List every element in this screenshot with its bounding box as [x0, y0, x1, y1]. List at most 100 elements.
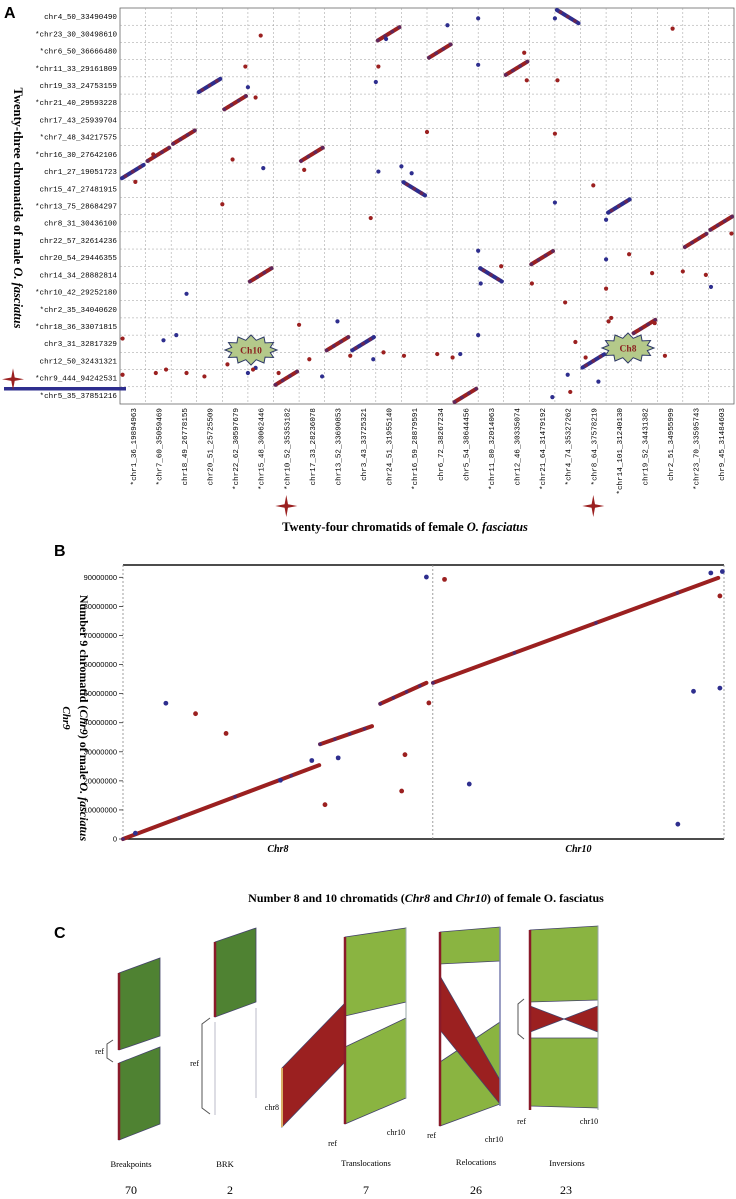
outlier-point [174, 333, 179, 338]
inversions-block [529, 925, 599, 1003]
inversions-label: Inversions [549, 1158, 584, 1168]
synteny-point [606, 210, 610, 215]
synteny-point [474, 386, 479, 391]
outlier-point [245, 85, 251, 90]
collinear-point [163, 821, 167, 825]
x-tick-label: chr13_52_33690853 [335, 408, 343, 486]
synteny-point [287, 374, 292, 378]
synteny-point [653, 318, 658, 322]
synteny-point [555, 8, 559, 12]
translocations-ref-label: ref [328, 1139, 337, 1148]
outlier-point [603, 286, 609, 291]
synteny-point [726, 216, 731, 221]
synteny-point [163, 148, 168, 152]
panel-b-y-title: Chr9 [60, 706, 72, 730]
synteny-point [514, 66, 519, 71]
outlier-point [450, 355, 455, 360]
inversions-ref-label: ref [517, 1117, 526, 1126]
panel-label-b: B [54, 543, 66, 560]
synteny-point [441, 46, 446, 51]
collinear-point [219, 800, 223, 804]
outlier-point [524, 78, 529, 83]
y-tick-label: 60000000 [84, 660, 117, 669]
diagram-brk: ref BRK 2 [190, 927, 257, 1197]
y-tick-label: *chr6_50_36666480 [40, 49, 118, 57]
diagram-inversions: ref chr10 Inversions 23 [517, 925, 599, 1197]
x-tick-label: *chr21_64_31479192 [540, 408, 548, 490]
outlier-point [568, 389, 573, 395]
x-tick-label: chr5_54_38644456 [463, 408, 471, 481]
outlier-point [220, 202, 225, 207]
y-tick-label: chr14_34_28882814 [40, 272, 118, 280]
collinear-point [417, 684, 422, 688]
synteny-point [551, 249, 555, 253]
synteny-point [313, 150, 318, 155]
collinear-point [675, 591, 680, 595]
synteny-point [306, 154, 311, 159]
diagram-breakpoints: ref Breakpoints 70 [95, 957, 161, 1197]
outlier-point [261, 166, 266, 171]
highlight-star-icon [275, 495, 298, 517]
synteny-point [189, 130, 194, 135]
outlier-point [729, 231, 734, 236]
synteny-point [350, 348, 355, 353]
outlier-point [335, 755, 341, 761]
x-tick-label: chr18_49_26778155 [182, 408, 190, 486]
outlier-point [662, 353, 668, 358]
synteny-point [715, 223, 720, 228]
collinear-point [533, 643, 537, 648]
synteny-point [594, 356, 599, 361]
y-tick-label: 0 [113, 835, 117, 844]
outlier-point [565, 372, 570, 377]
y-tick-label: chr12_50_32431321 [40, 358, 118, 366]
synteny-point [445, 44, 449, 49]
relocations-chr10-label: chr10 [485, 1135, 503, 1144]
synteny-point [295, 369, 299, 374]
synteny-point [700, 234, 705, 238]
synteny-point [127, 171, 132, 176]
synteny-point [244, 94, 248, 98]
outlier-point [402, 752, 408, 758]
synteny-point [708, 227, 713, 232]
collinear-point [366, 725, 371, 730]
y-tick-label: 40000000 [84, 718, 117, 727]
collinear-point [317, 763, 322, 767]
synteny-point [233, 100, 238, 105]
synteny-point [580, 365, 585, 370]
synteny-point [390, 29, 395, 34]
outlier-point [307, 357, 312, 362]
x-tick-label: chr20_51_25725509 [208, 408, 216, 486]
synteny-point [277, 380, 281, 385]
y-tick-label: chr17_43_25939704 [40, 117, 118, 125]
collinear-point [247, 789, 251, 794]
collinear-point [388, 697, 392, 702]
synteny-point [448, 42, 453, 47]
synteny-point [437, 49, 442, 53]
synteny-point [379, 36, 384, 41]
collinear-point [404, 690, 409, 694]
synteny-point [481, 268, 486, 273]
outlier-point [717, 685, 723, 691]
x-tick-label: chr6_72_38267234 [438, 408, 446, 481]
collinear-point [421, 682, 425, 687]
collinear-point [424, 681, 429, 685]
x-tick-label: *chr14_101_31240130 [617, 408, 625, 495]
x-tick-label: chr9_45_31484603 [719, 408, 727, 481]
synteny-point [408, 184, 413, 189]
x-tick-label: chr24_51_31955140 [387, 408, 395, 486]
synteny-point [211, 81, 216, 86]
synteny-point [507, 70, 512, 75]
outlier-point [184, 370, 189, 376]
collinear-point [303, 768, 308, 773]
collinear-point [634, 606, 639, 610]
highlight-star-icon [582, 495, 605, 517]
outlier-point [163, 367, 169, 372]
synteny-point [207, 83, 212, 88]
synteny-point [419, 191, 424, 196]
y-tick-label: *chr10_42_29252180 [35, 290, 117, 298]
synteny-point [722, 219, 727, 223]
brk-ref-label: ref [190, 1059, 199, 1068]
synteny-point [730, 214, 734, 219]
y-tick-label: *chr5_35_37851216 [40, 393, 118, 401]
